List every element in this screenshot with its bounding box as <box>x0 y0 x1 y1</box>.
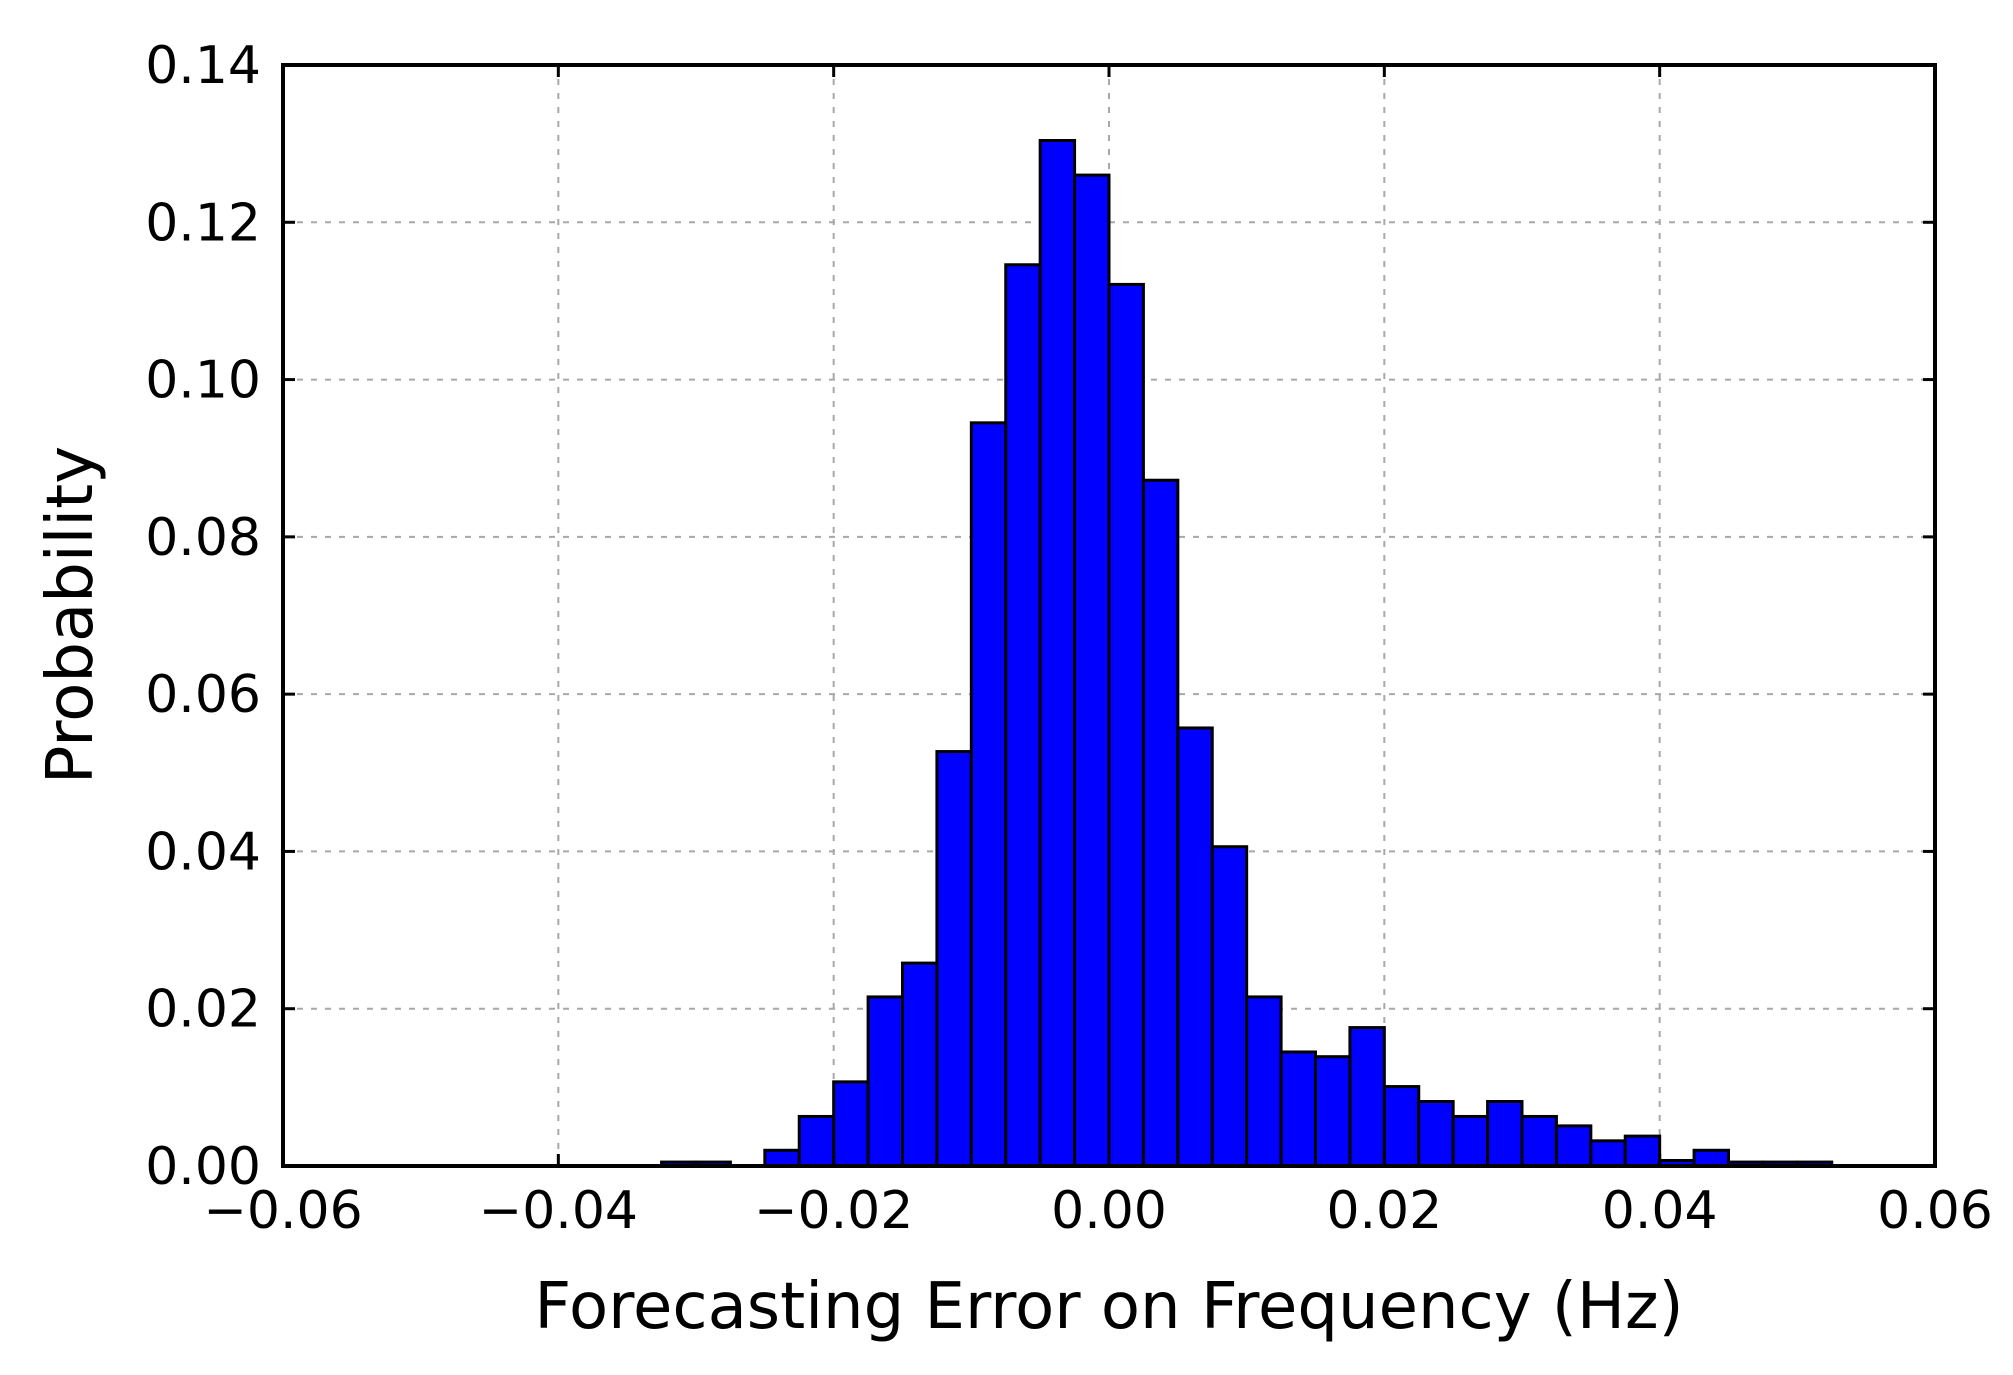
histogram-bar <box>1623 1134 1662 1168</box>
x-tick-label: −0.06 <box>203 1181 362 1241</box>
y-tick-label: 0.14 <box>145 36 261 96</box>
histogram-bar <box>1141 478 1180 1168</box>
y-tick-label: 0.04 <box>145 822 261 882</box>
y-tick-label: 0.02 <box>145 980 261 1040</box>
histogram-bar <box>935 750 973 1168</box>
histogram-bar <box>1073 173 1111 1168</box>
histogram-bar <box>969 421 1008 1168</box>
x-axis-label: Forecasting Error on Frequency (Hz) <box>534 1270 1683 1344</box>
axis-ticks <box>281 63 1937 1168</box>
y-tick-label: 0.00 <box>145 1137 261 1197</box>
x-tick-label: 0.06 <box>1877 1181 1993 1241</box>
histogram-bar <box>797 1114 836 1168</box>
y-tick-label: 0.06 <box>145 665 261 725</box>
histogram-bar <box>1107 282 1145 1168</box>
y-tick-label: 0.08 <box>145 508 261 568</box>
x-tick-label: 0.04 <box>1602 1181 1718 1241</box>
histogram-bar <box>1004 263 1042 1168</box>
histogram-bar <box>1348 1026 1386 1168</box>
histogram-bar <box>1245 995 1283 1168</box>
y-tick-labels: 0.00 0.02 0.04 0.06 0.08 0.10 0.12 0.14 <box>145 36 261 1197</box>
y-tick-label: 0.10 <box>145 351 261 411</box>
histogram-bar <box>763 1148 801 1168</box>
x-tick-labels: −0.06 −0.04 −0.02 0.00 0.02 0.04 0.06 <box>203 1181 1993 1241</box>
histogram-bar <box>1417 1100 1455 1168</box>
histogram-bar <box>1279 1050 1318 1168</box>
histogram-bar <box>832 1080 870 1168</box>
histogram-bar <box>1589 1139 1627 1168</box>
x-tick-label: 0.02 <box>1326 1181 1442 1241</box>
histogram-bar <box>901 961 939 1168</box>
histogram-bar <box>1554 1124 1593 1168</box>
x-tick-label: 0.00 <box>1051 1181 1167 1241</box>
x-tick-label: −0.04 <box>479 1181 638 1241</box>
histogram-bar <box>1210 845 1249 1168</box>
histogram-bar <box>1692 1148 1731 1168</box>
histogram-bar <box>1486 1100 1524 1168</box>
histogram-bar <box>1038 138 1077 1168</box>
y-tick-label: 0.12 <box>145 193 261 253</box>
histogram-bar <box>1382 1085 1421 1168</box>
histogram-bar <box>1520 1114 1558 1168</box>
x-tick-label: −0.02 <box>754 1181 913 1241</box>
histogram-bar <box>1314 1055 1352 1168</box>
histogram-bar <box>1176 726 1214 1168</box>
histogram-bar <box>866 995 904 1168</box>
y-axis-label: Probability <box>34 446 108 784</box>
histogram-bar <box>1451 1114 1490 1168</box>
histogram-bars <box>660 138 1834 1168</box>
